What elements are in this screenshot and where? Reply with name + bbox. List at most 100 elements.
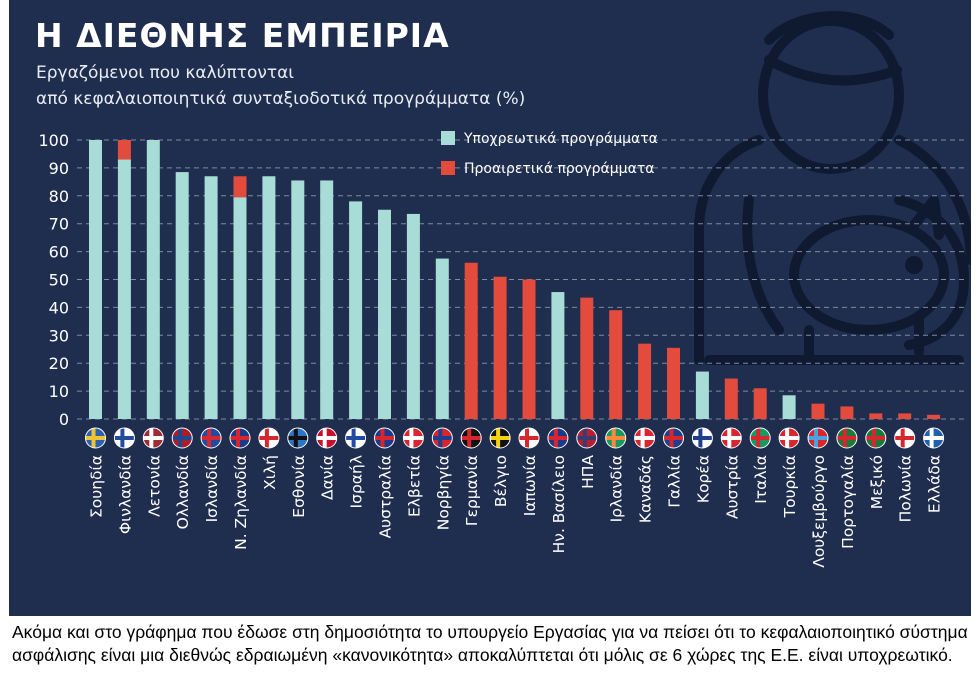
flag-icon-λουξεμβουργο bbox=[807, 427, 829, 449]
bar-voluntary-αυστρια bbox=[724, 378, 738, 419]
flag-icon-πολωνια bbox=[894, 427, 916, 449]
bar-voluntary-ελλαδα bbox=[927, 414, 941, 419]
flag-icon-νορβηγια bbox=[431, 427, 453, 449]
country-flag-icons bbox=[85, 427, 945, 449]
bar-mandatory-ολλανδια bbox=[175, 172, 189, 419]
y-tick-label: 90 bbox=[49, 159, 69, 178]
y-tick-label: 100 bbox=[38, 131, 69, 150]
x-tick-label-μεξικο: Μεξικό bbox=[868, 455, 886, 509]
x-tick-label-ολλανδια: Ολλανδία bbox=[174, 455, 192, 529]
flag-icon-κορεα bbox=[691, 427, 713, 449]
flag-icon-ιταλια bbox=[749, 427, 771, 449]
x-tick-label-σουηδια: Σουηδία bbox=[88, 455, 106, 518]
y-tick-label: 0 bbox=[59, 410, 69, 429]
flag-icon-αυστραλια bbox=[374, 427, 395, 449]
bar-mandatory-σουηδια bbox=[89, 140, 102, 419]
bar-mandatory-κορεα bbox=[695, 371, 709, 419]
flag-icon-καναδας bbox=[634, 427, 656, 449]
flag-icon-χιλη bbox=[258, 427, 280, 449]
flag-icon-σουηδια bbox=[85, 427, 106, 449]
bar-voluntary-καναδας bbox=[638, 343, 652, 419]
bar-mandatory-αυστραλια bbox=[378, 209, 391, 419]
flag-icon-δανια bbox=[316, 427, 338, 449]
bar-voluntary-γερμανια bbox=[464, 262, 478, 419]
bar-voluntary-ιταλια bbox=[753, 388, 767, 419]
x-tick-label-εσθονια: Εσθονία bbox=[290, 455, 308, 518]
article-caption: Ακόμα και στο γράφημα που έδωσε στη δημο… bbox=[12, 622, 968, 665]
x-tick-label-φινλανδια: Φινλανδία bbox=[116, 455, 134, 534]
bar-mandatory-ην-βασιλειο bbox=[551, 292, 565, 419]
bar-voluntary-γαλλια bbox=[667, 347, 680, 419]
bar-voluntary-πολωνια bbox=[898, 413, 912, 419]
x-tick-label-δανια: Δανία bbox=[319, 455, 337, 500]
legend-label-voluntary: Προαιρετικά προγράμματα bbox=[464, 161, 654, 177]
x-tick-label-πολωνια: Πολωνία bbox=[897, 455, 915, 522]
flag-icon-μεξικο bbox=[865, 427, 887, 449]
bar-voluntary-βελγιο bbox=[493, 276, 507, 419]
chart-title: Η ΔΙΕΘΝΗΣ ΕΜΠΕΙΡΙΑ bbox=[35, 16, 450, 55]
bar-mandatory-φινλανδια bbox=[117, 159, 131, 419]
bars bbox=[89, 140, 941, 419]
x-tick-label-πορτογαλια: Πορτογαλία bbox=[839, 455, 857, 549]
bar-mandatory-ν-ζηλανδια bbox=[233, 197, 247, 419]
flag-icon-βελγιο bbox=[489, 427, 511, 449]
flag-icon-αυστρια bbox=[720, 427, 742, 449]
x-tick-label-βελγιο: Βέλγιο bbox=[492, 455, 510, 507]
bar-mandatory-εσθονια bbox=[291, 180, 305, 419]
bar-mandatory-χιλη bbox=[262, 176, 276, 419]
y-tick-label: 50 bbox=[49, 271, 69, 290]
x-tick-label-αυστρια: Αυστρία bbox=[723, 455, 741, 519]
x-tick-label-κορεα: Κορέα bbox=[694, 455, 712, 503]
flag-icon-ην-βασιλειο bbox=[547, 427, 569, 449]
x-axis-labels: Σουηδία Φινλανδία Λετονία Ολλανδία Ισλανδία Ν… bbox=[88, 455, 944, 568]
x-tick-label-ιρλανδια: Ιρλανδία bbox=[608, 455, 626, 522]
legend-swatch-mandatory bbox=[441, 131, 455, 145]
x-tick-label-ιταλια: Ιταλία bbox=[752, 455, 770, 504]
bar-voluntary-ηπα bbox=[580, 297, 594, 419]
legend: Υποχρεωτικά προγράμματα Προαιρετικά προγρ… bbox=[441, 131, 658, 177]
bar-mandatory-δανια bbox=[320, 180, 334, 419]
bar-mandatory-ισραηλ bbox=[349, 201, 363, 419]
x-tick-label-γερμανια: Γερμανία bbox=[463, 455, 481, 526]
bar-mandatory-νορβηγια bbox=[435, 258, 449, 419]
x-tick-label-ην-βασιλειο: Ην. Βασίλειο bbox=[550, 455, 568, 553]
flag-icon-ιρλανδια bbox=[605, 427, 627, 449]
x-tick-label-αυστραλια: Αυστραλία bbox=[377, 455, 395, 538]
chart-canvas: 0 10 20 30 40 50 60 70 80 90 100 Σουηδία Φινλανδία Λ… bbox=[38, 11, 971, 568]
y-tick-label: 80 bbox=[49, 187, 69, 206]
flag-icon-ελλαδα bbox=[923, 427, 945, 449]
flag-icon-ισλανδια bbox=[200, 427, 222, 449]
x-tick-label-ισλανδια: Ισλανδία bbox=[203, 455, 221, 522]
y-tick-label: 30 bbox=[49, 326, 69, 345]
chart-subtitle-line-1: Εργαζόμενοι που καλύπτονται bbox=[36, 63, 295, 83]
y-tick-label: 60 bbox=[49, 243, 69, 262]
bar-voluntary-φινλανδια bbox=[117, 140, 131, 160]
bar-voluntary-μεξικο bbox=[869, 413, 883, 419]
bar-voluntary-ιαπωνια bbox=[522, 279, 536, 419]
x-tick-label-νορβηγια: Νορβηγία bbox=[434, 455, 452, 530]
flag-icon-πορτογαλια bbox=[836, 427, 858, 449]
x-tick-label-ισραηλ: Ισραήλ bbox=[348, 455, 366, 508]
flag-icon-ισραηλ bbox=[345, 427, 367, 449]
x-tick-label-χιλη: Χιλή bbox=[261, 455, 279, 490]
flag-icon-γερμανια bbox=[460, 427, 482, 449]
flag-icon-λετονια bbox=[142, 427, 164, 449]
bar-mandatory-λετονια bbox=[146, 140, 160, 419]
bar-mandatory-τουρκια bbox=[782, 395, 796, 419]
bar-voluntary-ιρλανδια bbox=[609, 310, 623, 419]
x-tick-label-καναδας: Καναδάς bbox=[637, 455, 655, 523]
flag-icon-φινλανδια bbox=[113, 427, 135, 449]
flag-icon-ιαπωνια bbox=[518, 427, 540, 449]
x-tick-label-ελβετια: Ελβετία bbox=[405, 455, 423, 517]
bar-voluntary-λουξεμβουργο bbox=[811, 403, 825, 419]
flag-icon-τουρκια bbox=[778, 427, 800, 449]
y-tick-label: 20 bbox=[49, 354, 69, 373]
legend-label-mandatory: Υποχρεωτικά προγράμματα bbox=[463, 131, 658, 147]
chart-subtitle-line-2: από κεφαλαιοποιητικά συνταξιοδοτικά προγ… bbox=[36, 89, 526, 109]
x-tick-label-ελλαδα: Ελλάδα bbox=[926, 455, 944, 513]
legend-swatch-voluntary bbox=[441, 161, 455, 175]
y-tick-label: 70 bbox=[49, 215, 69, 234]
y-axis: 0 10 20 30 40 50 60 70 80 90 100 bbox=[38, 131, 69, 429]
x-tick-label-λετονια: Λετονία bbox=[145, 455, 163, 517]
bar-mandatory-ελβετια bbox=[406, 213, 420, 419]
